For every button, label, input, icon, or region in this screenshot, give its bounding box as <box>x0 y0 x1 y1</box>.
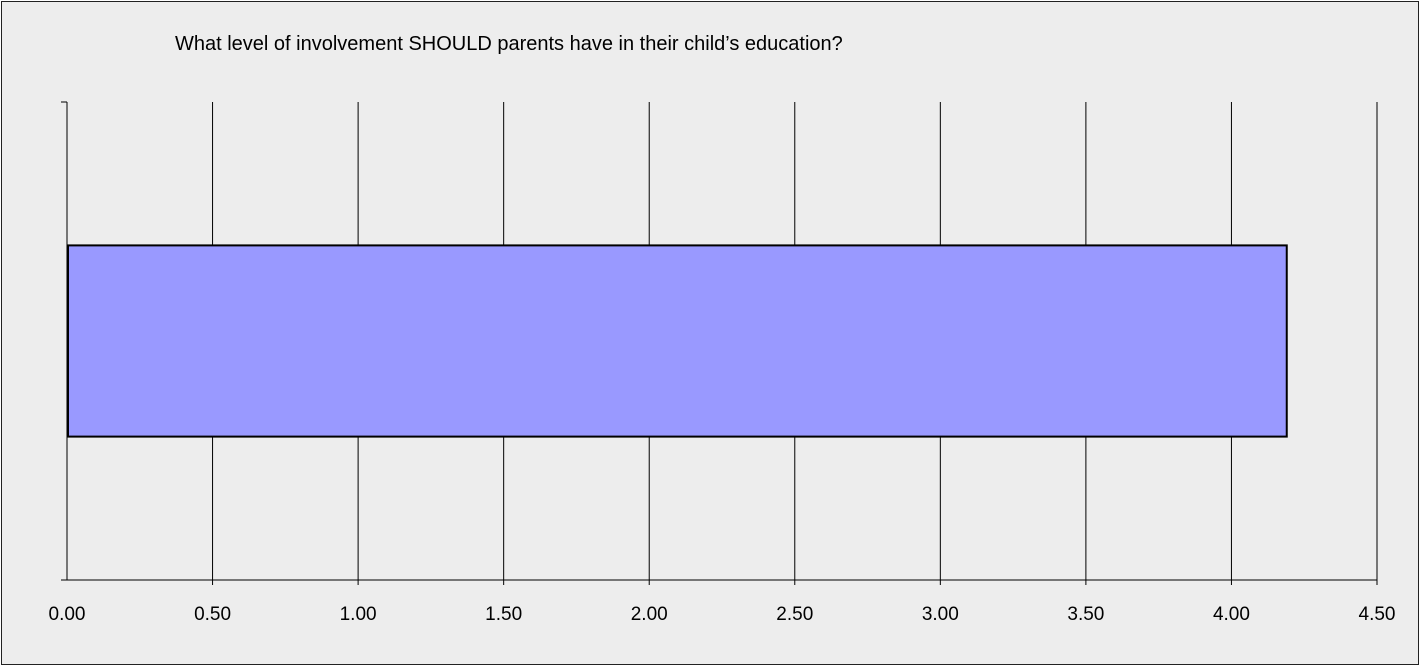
bar <box>67 244 1288 438</box>
x-tick-label: 3.00 <box>922 604 959 625</box>
x-tick-label: 2.00 <box>631 604 668 625</box>
x-tick-label: 1.00 <box>340 604 377 625</box>
chart-title: What level of involvement SHOULD parents… <box>175 33 843 55</box>
bars <box>67 244 1288 438</box>
x-tick-label: 4.50 <box>1359 604 1396 625</box>
x-tick-label: 1.50 <box>485 604 522 625</box>
x-tick-label: 3.50 <box>1067 604 1104 625</box>
x-tick-label: 0.50 <box>194 604 231 625</box>
x-tick-label: 0.00 <box>49 604 86 625</box>
x-tick-label: 4.00 <box>1213 604 1250 625</box>
x-tick-label: 2.50 <box>776 604 813 625</box>
tick-labels: 0.00 0.50 1.00 1.50 2.00 2.50 3.00 3.50 4.00 4.50 <box>49 604 1396 625</box>
